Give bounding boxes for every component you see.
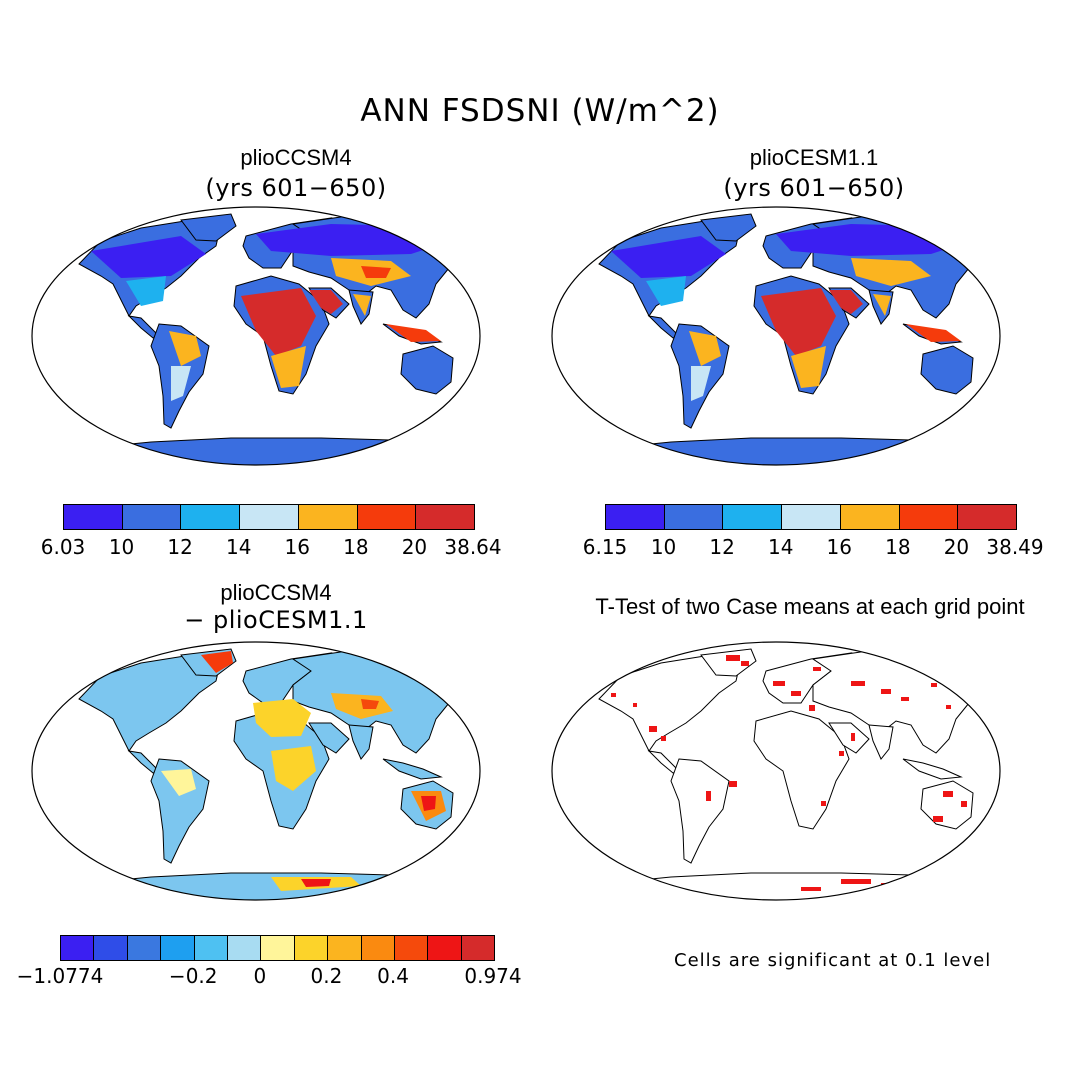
colorbar-c-swatch — [461, 936, 495, 960]
colorbar-b-tick-label: 14 — [767, 535, 794, 559]
colorbar-b-swatch — [664, 505, 724, 529]
colorbar-b-tick-label: 12 — [709, 535, 735, 559]
colorbar-b-swatch — [606, 505, 665, 529]
colorbar-b-tick-label: 18 — [885, 535, 911, 559]
colorbar-a-tick-label: 18 — [343, 535, 369, 559]
colorbar-b-swatch — [723, 505, 783, 529]
colorbar-c-swatch — [361, 936, 395, 960]
colorbar-c-tick-label: 0.4 — [377, 964, 409, 988]
panel-c-subtitle: − plioCESM1.1 — [184, 606, 368, 634]
colorbar-c-tick-label: 0.2 — [310, 964, 343, 988]
colorbar-c-swatch — [61, 936, 95, 960]
colorbar-b-tick-label: 16 — [826, 535, 853, 559]
colorbar-b-tick-label: 10 — [650, 535, 677, 559]
colorbar-c-tick-label: 0 — [253, 964, 267, 988]
panel-c-title: plioCCSM4 — [220, 580, 332, 605]
colorbar-a-tick-label: 6.03 — [40, 535, 86, 559]
colorbar-c-swatch — [294, 936, 329, 960]
colorbar-b-swatch — [782, 505, 841, 529]
colorbar-c-swatch — [127, 936, 162, 960]
colorbar-c-swatch — [194, 936, 228, 960]
panel-d-significance-note: Cells are significant at 0.1 level — [674, 950, 992, 971]
colorbar-a-swatch — [416, 505, 475, 529]
colorbar-b-tick-label: 6.15 — [582, 535, 628, 559]
colorbar-c-swatch — [328, 936, 362, 960]
colorbar-c-swatch — [227, 936, 262, 960]
colorbar-a-tick-label: 10 — [108, 535, 135, 559]
colorbar-a-swatch — [357, 505, 417, 529]
colorbar-a-tick-label: 38.64 — [444, 535, 502, 559]
colorbar-c-swatch — [94, 936, 128, 960]
colorbar-a-swatch — [64, 505, 123, 529]
colorbar-b-swatch — [958, 505, 1017, 529]
panel-b-colorbar — [605, 504, 1017, 530]
colorbar-b-tick-label: 20 — [943, 535, 970, 559]
colorbar-c-swatch — [428, 936, 462, 960]
colorbar-b-swatch — [899, 505, 959, 529]
colorbar-b-tick-label: 38.49 — [986, 535, 1044, 559]
colorbar-a-swatch — [122, 505, 182, 529]
panel-b-map — [551, 206, 1001, 466]
colorbar-a-tick-label: 12 — [167, 535, 193, 559]
colorbar-a-swatch — [181, 505, 241, 529]
colorbar-c-tick-label: 0.974 — [464, 964, 522, 988]
colorbar-c-swatch — [261, 936, 295, 960]
colorbar-c-tick-label: −1.0774 — [16, 964, 104, 988]
panel-a-map — [31, 206, 481, 466]
panel-d-map — [551, 641, 1001, 901]
panel-d-title: T-Test of two Case means at each grid po… — [595, 594, 1025, 619]
colorbar-c-tick-label: −0.2 — [168, 964, 218, 988]
panel-a-subtitle: (yrs 601−650) — [205, 174, 387, 202]
colorbar-a-swatch — [298, 505, 358, 529]
colorbar-a-tick-label: 20 — [401, 535, 428, 559]
panel-b-title: plioCESM1.1 — [749, 145, 879, 170]
panel-c-colorbar — [60, 935, 495, 961]
figure-title: ANN FSDSNI (W/m^2) — [360, 93, 720, 129]
panel-c-fill-patches — [161, 651, 446, 891]
panel-a-colorbar — [63, 504, 475, 530]
panel-a-title: plioCCSM4 — [240, 145, 352, 170]
colorbar-b-swatch — [840, 505, 900, 529]
colorbar-a-swatch — [240, 505, 299, 529]
colorbar-c-swatch — [161, 936, 195, 960]
colorbar-a-tick-label: 16 — [284, 535, 311, 559]
panel-c-map — [31, 641, 481, 901]
colorbar-c-swatch — [394, 936, 429, 960]
panel-b-subtitle: (yrs 601−650) — [723, 174, 905, 202]
panel-b-fill-patches — [611, 224, 971, 401]
colorbar-a-tick-label: 14 — [225, 535, 252, 559]
